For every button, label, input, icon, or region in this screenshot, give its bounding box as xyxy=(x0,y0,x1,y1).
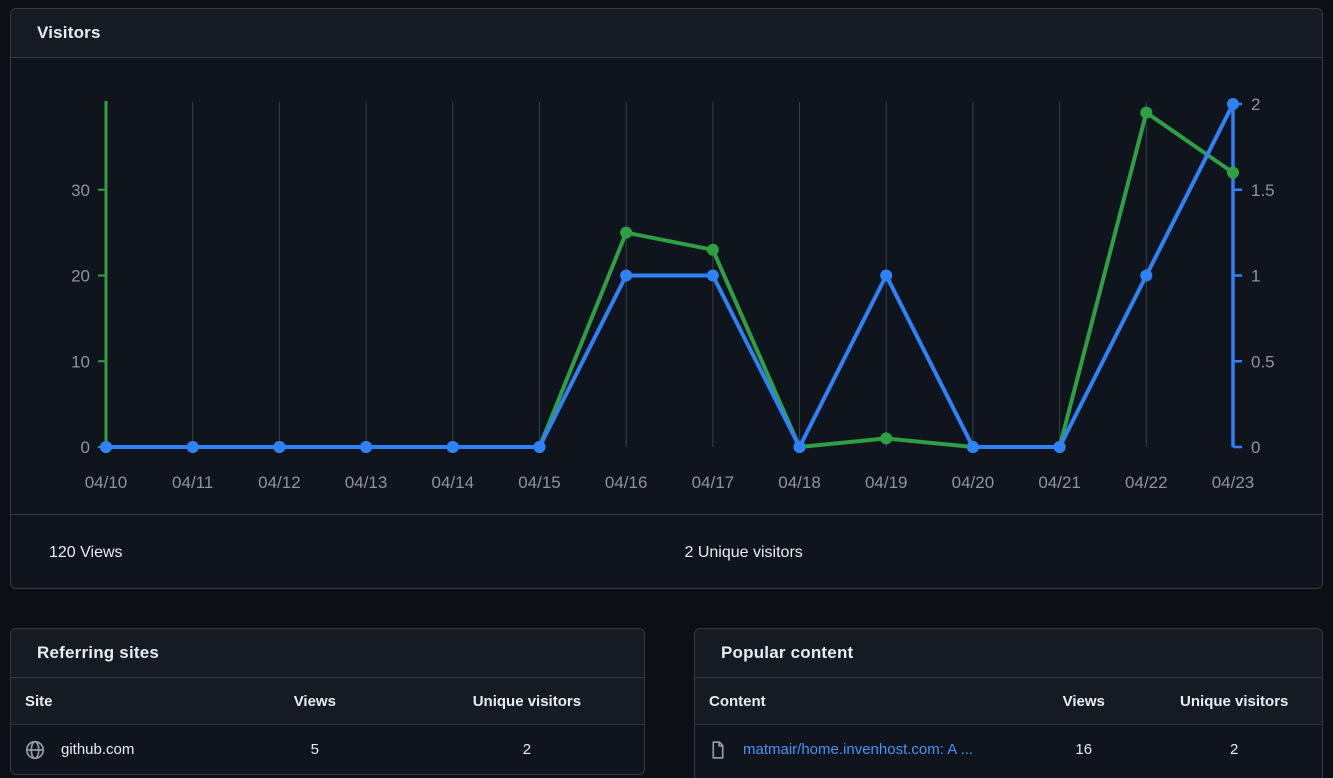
globe-icon xyxy=(25,740,45,760)
x-axis-labels: 04/10 04/11 04/12 04/13 04/14 04/15 04/16 04/17… xyxy=(85,473,1255,492)
visitors-panel-header: Visitors xyxy=(11,9,1322,58)
svg-text:04/20: 04/20 xyxy=(952,473,995,492)
referring-sites-panel: Referring sites Site Views Unique visito… xyxy=(10,628,645,775)
unique-visitors-series-point xyxy=(273,441,286,453)
views-series xyxy=(100,106,1239,453)
svg-text:30: 30 xyxy=(71,181,90,200)
right-y-axis: 0 0.5 1 1.5 2 xyxy=(1231,95,1275,457)
unique-visitors-series-point xyxy=(793,441,806,453)
svg-text:04/22: 04/22 xyxy=(1125,473,1168,492)
views-cell: 5 xyxy=(310,741,319,758)
svg-text:04/21: 04/21 xyxy=(1038,473,1081,492)
unique-visitors-series-point xyxy=(706,269,719,282)
visitors-chart-svg: 04/10 04/11 04/12 04/13 04/14 04/15 04/16 04/17… xyxy=(71,95,1275,492)
popular-content-table: Content Views Unique visitors matmair/ho… xyxy=(695,678,1322,774)
visitors-totals-bar: 120 Views 2 Unique visitors xyxy=(11,514,1322,588)
unique-visitors-series-point xyxy=(360,441,373,453)
popular-content-panel: Popular content Content Views Unique vis… xyxy=(694,628,1323,778)
popular-content-table-header-row: Content Views Unique visitors xyxy=(695,678,1322,725)
referring-sites-header: Referring sites xyxy=(11,629,644,678)
referring-sites-table-header-row: Site Views Unique visitors xyxy=(11,678,644,725)
unique-visitors-cell: 2 xyxy=(1230,741,1239,758)
table-row: github.com 5 2 xyxy=(11,725,644,774)
visitors-chart: 04/10 04/11 04/12 04/13 04/14 04/15 04/16 04/17… xyxy=(11,58,1322,514)
unique-visitors-series-point xyxy=(186,441,199,453)
svg-text:04/15: 04/15 xyxy=(518,473,561,492)
svg-text:10: 10 xyxy=(71,352,90,371)
referring-sites-title: Referring sites xyxy=(37,643,160,662)
svg-text:1: 1 xyxy=(1251,267,1260,286)
svg-text:2: 2 xyxy=(1251,95,1260,114)
unique-visitors-series-point xyxy=(1053,441,1066,453)
unique-visitors-series-point xyxy=(533,441,546,453)
visitors-panel: Visitors 04/10 04/11 04/12 04/13 04/14 04/15 0… xyxy=(10,8,1323,589)
content-cell: matmair/home.invenhost.com: A ... xyxy=(695,740,1021,759)
column-header-content: Content xyxy=(709,692,766,710)
visitors-title: Visitors xyxy=(37,23,101,42)
table-row: matmair/home.invenhost.com: A ... 16 2 xyxy=(695,725,1322,774)
site-link[interactable]: github.com xyxy=(61,741,135,758)
popular-content-title: Popular content xyxy=(721,643,854,662)
svg-text:0: 0 xyxy=(81,438,90,457)
unique-visitors-series-point xyxy=(966,441,979,453)
svg-text:04/14: 04/14 xyxy=(431,473,474,492)
svg-text:1.5: 1.5 xyxy=(1251,181,1275,200)
views-series-point xyxy=(706,243,719,256)
total-unique-visitors-label: 2 Unique visitors xyxy=(684,543,803,561)
column-header-unique-visitors: Unique visitors xyxy=(1180,692,1289,710)
unique-visitors-series-point xyxy=(1227,98,1239,110)
svg-text:04/10: 04/10 xyxy=(85,473,128,492)
svg-text:04/23: 04/23 xyxy=(1212,473,1255,492)
column-header-views: Views xyxy=(293,692,336,710)
views-cell: 16 xyxy=(1075,741,1093,758)
content-link[interactable]: matmair/home.invenhost.com: A ... xyxy=(743,741,974,758)
svg-text:04/13: 04/13 xyxy=(345,473,388,492)
column-header-unique-visitors: Unique visitors xyxy=(472,692,582,710)
svg-text:04/18: 04/18 xyxy=(778,473,821,492)
unique-visitors-series-point xyxy=(446,441,459,453)
column-header-site: Site xyxy=(25,692,53,710)
unique-visitors-series-point xyxy=(880,269,893,282)
views-series-point xyxy=(1140,106,1153,119)
total-views-label: 120 Views xyxy=(49,543,123,561)
file-icon xyxy=(709,740,727,759)
svg-text:20: 20 xyxy=(71,267,90,286)
views-series-point xyxy=(620,226,633,239)
unique-visitors-series xyxy=(100,98,1239,453)
svg-text:0.5: 0.5 xyxy=(1251,352,1275,371)
svg-text:04/16: 04/16 xyxy=(605,473,648,492)
column-header-views: Views xyxy=(1062,692,1105,710)
referring-sites-table: Site Views Unique visitors github.com 5 … xyxy=(11,678,644,774)
site-cell: github.com xyxy=(11,740,220,760)
unique-visitors-series-point xyxy=(620,269,633,282)
popular-content-header: Popular content xyxy=(695,629,1322,678)
svg-text:04/19: 04/19 xyxy=(865,473,908,492)
views-series-point xyxy=(880,432,893,445)
left-y-axis: 0 10 20 30 xyxy=(71,101,108,457)
svg-text:04/11: 04/11 xyxy=(172,473,213,492)
svg-text:04/12: 04/12 xyxy=(258,473,301,492)
unique-visitors-cell: 2 xyxy=(522,741,532,758)
svg-text:04/17: 04/17 xyxy=(692,473,735,492)
unique-visitors-series-point xyxy=(100,441,112,453)
svg-text:0: 0 xyxy=(1251,438,1260,457)
unique-visitors-series-point xyxy=(1140,269,1153,282)
views-series-point xyxy=(1227,166,1239,179)
